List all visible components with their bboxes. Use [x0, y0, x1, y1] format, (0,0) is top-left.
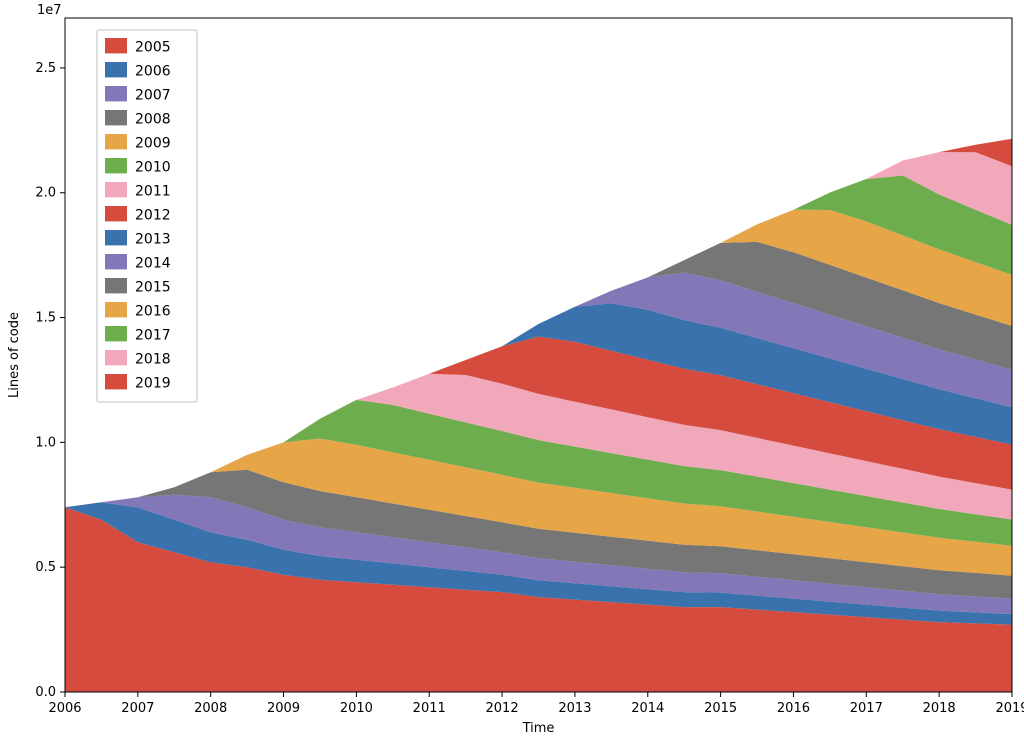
x-axis-label: Time	[522, 721, 555, 736]
x-tick-label: 2016	[777, 701, 810, 716]
legend-label: 2013	[135, 231, 171, 247]
y-tick-label: 0.0	[35, 685, 56, 700]
legend-swatch	[105, 254, 127, 269]
legend-label: 2010	[135, 159, 171, 175]
legend-label: 2011	[135, 183, 171, 199]
legend-swatch	[105, 302, 127, 317]
legend-swatch	[105, 158, 127, 173]
x-tick-label: 2017	[850, 701, 883, 716]
y-tick-label: 1.5	[35, 311, 56, 326]
legend-label: 2005	[135, 39, 171, 55]
x-tick-label: 2008	[194, 701, 227, 716]
legend-swatch	[105, 206, 127, 221]
x-tick-label: 2009	[267, 701, 300, 716]
legend-swatch	[105, 110, 127, 125]
legend-swatch	[105, 62, 127, 77]
legend-swatch	[105, 278, 127, 293]
legend: 2005 2006 2007 2008 2009 2010 2011 2012 2013 2014…	[97, 30, 197, 402]
x-tick-label: 2010	[340, 701, 373, 716]
legend-label: 2018	[135, 351, 171, 367]
legend-swatch	[105, 350, 127, 365]
y-axis-label: Lines of code	[7, 312, 22, 398]
legend-swatch	[105, 326, 127, 341]
y-tick-label: 1.0	[35, 435, 56, 450]
stacked-area-chart: 2006 2007 2008 2009 2010 2011 2012 2013 2014 2015…	[0, 0, 1024, 744]
legend-swatch	[105, 374, 127, 389]
x-tick-label: 2015	[704, 701, 737, 716]
legend-label: 2009	[135, 135, 171, 151]
y-tick-label: 0.5	[35, 560, 56, 575]
legend-swatch	[105, 86, 127, 101]
y-tick-label: 2.5	[35, 61, 56, 76]
x-tick-label: 2007	[121, 701, 154, 716]
legend-swatch	[105, 38, 127, 53]
x-tick-label: 2014	[631, 701, 664, 716]
x-tick-label: 2011	[413, 701, 446, 716]
legend-label: 2007	[135, 87, 171, 103]
x-tick-label: 2006	[48, 701, 81, 716]
legend-label: 2012	[135, 207, 171, 223]
legend-swatch	[105, 230, 127, 245]
chart-svg: 2006 2007 2008 2009 2010 2011 2012 2013 2014 2015…	[0, 0, 1024, 744]
legend-label: 2006	[135, 63, 171, 79]
y-exponent: 1e7	[37, 3, 62, 18]
x-tick-label: 2019	[995, 701, 1024, 716]
legend-label: 2016	[135, 303, 171, 319]
y-tick-label: 2.0	[35, 186, 56, 201]
legend-swatch	[105, 182, 127, 197]
legend-label: 2019	[135, 375, 171, 391]
legend-label: 2014	[135, 255, 171, 271]
legend-label: 2008	[135, 111, 171, 127]
legend-label: 2017	[135, 327, 171, 343]
x-tick-label: 2018	[923, 701, 956, 716]
legend-swatch	[105, 134, 127, 149]
x-tick-label: 2012	[486, 701, 519, 716]
x-tick-label: 2013	[558, 701, 591, 716]
legend-label: 2015	[135, 279, 171, 295]
